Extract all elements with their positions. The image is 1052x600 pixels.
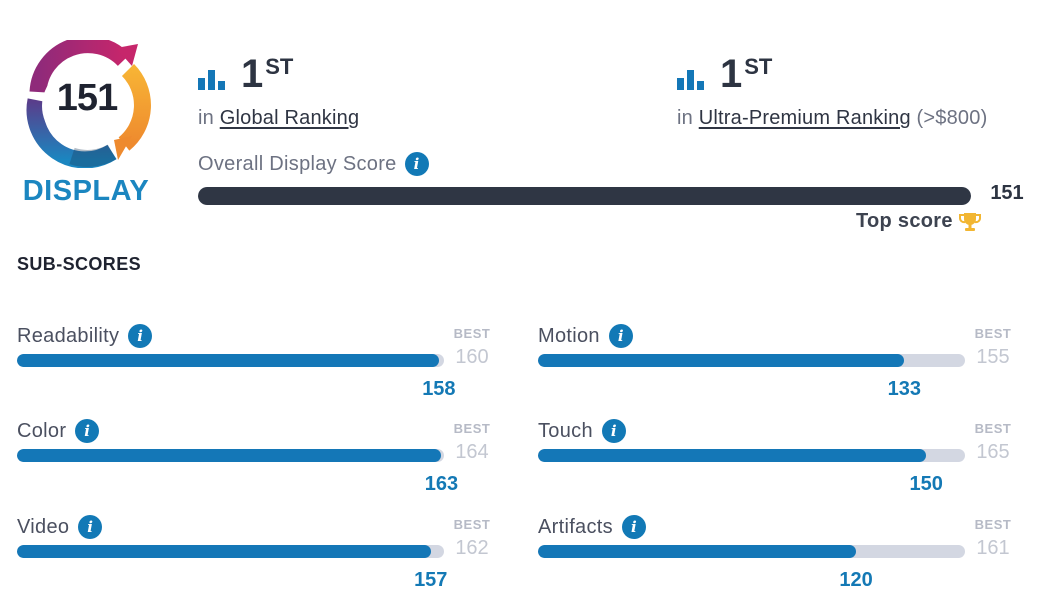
sub-score-bar	[17, 545, 444, 558]
global-ranking-link[interactable]: Global Ranking	[219, 107, 360, 129]
sub-score-label: Color i	[17, 419, 100, 443]
sub-score-bar	[17, 354, 444, 367]
overall-score-label: Overall Display Score i	[198, 152, 429, 176]
sub-score-name: Video	[17, 515, 70, 538]
sub-score-name: Color	[17, 419, 67, 442]
overall-score-fill	[198, 187, 971, 205]
price-note: (>$800)	[916, 107, 988, 129]
sub-score-name: Motion	[538, 324, 600, 347]
best-label: BEST	[974, 326, 1012, 341]
rank-number: 1	[241, 52, 264, 96]
info-icon[interactable]: i	[608, 324, 633, 348]
top-score-label: Top score	[856, 210, 953, 232]
sub-score-label: Readability i	[17, 324, 153, 348]
sub-score-value: 120	[839, 569, 873, 591]
best-label: BEST	[453, 421, 491, 436]
sub-score-name: Touch	[538, 419, 593, 442]
sub-score-value: 150	[909, 473, 943, 495]
info-icon[interactable]: i	[621, 515, 646, 539]
best-label: BEST	[974, 517, 1012, 532]
ultra-premium-ranking: 1 ST in Ultra-Premium Ranking (>$800)	[677, 54, 987, 130]
sub-score-label: Artifacts i	[538, 515, 646, 539]
best-value: 162	[455, 537, 489, 559]
sub-score-fill	[17, 354, 439, 367]
trophy-icon	[958, 212, 981, 231]
sub-score-artifacts: Artifacts i BEST 161 120	[538, 503, 1028, 593]
best-label: BEST	[453, 326, 491, 341]
info-icon[interactable]: i	[75, 419, 100, 443]
sub-score-video: Video i BEST 162 157	[17, 503, 507, 593]
sub-score-name: Artifacts	[538, 515, 613, 538]
info-icon[interactable]: i	[404, 152, 429, 176]
rank-suffix: ST	[265, 54, 294, 79]
bar-chart-icon	[198, 70, 225, 90]
sub-score-motion: Motion i BEST 155 133	[538, 312, 1028, 402]
best-value: 164	[455, 441, 489, 463]
top-score-badge: Top score	[856, 210, 981, 233]
sub-score-value: 163	[424, 473, 459, 495]
sub-score-value: 158	[422, 378, 456, 400]
sub-score-touch: Touch i BEST 165 150	[538, 407, 1028, 497]
sub-score-bar	[538, 449, 965, 462]
overall-score-value: 151	[990, 182, 1024, 204]
sub-score-bar	[538, 545, 965, 558]
sub-score-label: Touch i	[538, 419, 626, 443]
sub-scores-title: SUB-SCORES	[17, 254, 142, 274]
overall-score-text: Overall Display Score	[198, 152, 397, 175]
sub-score-fill	[17, 545, 431, 558]
sub-score-fill	[538, 354, 905, 367]
rank-suffix: ST	[744, 54, 773, 79]
best-label: BEST	[974, 421, 1012, 436]
rank-number: 1	[720, 52, 743, 96]
sub-score-fill	[17, 449, 442, 462]
badge-label: DISPLAY	[22, 175, 150, 207]
best-label: BEST	[453, 517, 491, 532]
rank-prefix: in	[198, 107, 214, 129]
best-value: 155	[976, 346, 1010, 368]
score-ring-icon	[26, 40, 151, 168]
sub-score-label: Video i	[17, 515, 103, 539]
sub-score-label: Motion i	[538, 324, 633, 348]
sub-score-name: Readability	[17, 324, 120, 347]
sub-score-fill	[538, 449, 927, 462]
sub-score-fill	[538, 545, 857, 558]
rank-prefix: in	[677, 107, 693, 129]
info-icon[interactable]: i	[601, 419, 626, 443]
overall-score-bar	[198, 187, 971, 205]
sub-score-readability: Readability i BEST 160 158	[17, 312, 507, 402]
ultra-premium-ranking-link[interactable]: Ultra-Premium Ranking	[698, 107, 911, 129]
display-score-badge: 151 DISPLAY	[16, 40, 156, 208]
info-icon[interactable]: i	[128, 324, 153, 348]
sub-score-color: Color i BEST 164 163	[17, 407, 507, 497]
best-value: 165	[976, 441, 1010, 463]
badge-score: 151	[56, 77, 118, 119]
best-value: 161	[976, 537, 1010, 559]
sub-score-bar	[538, 354, 965, 367]
sub-score-value: 133	[887, 378, 922, 400]
global-ranking: 1 ST in Global Ranking	[198, 54, 359, 130]
best-value: 160	[455, 346, 489, 368]
info-icon[interactable]: i	[78, 515, 103, 539]
sub-score-bar	[17, 449, 444, 462]
sub-score-value: 157	[414, 569, 448, 591]
bar-chart-icon	[677, 70, 704, 90]
